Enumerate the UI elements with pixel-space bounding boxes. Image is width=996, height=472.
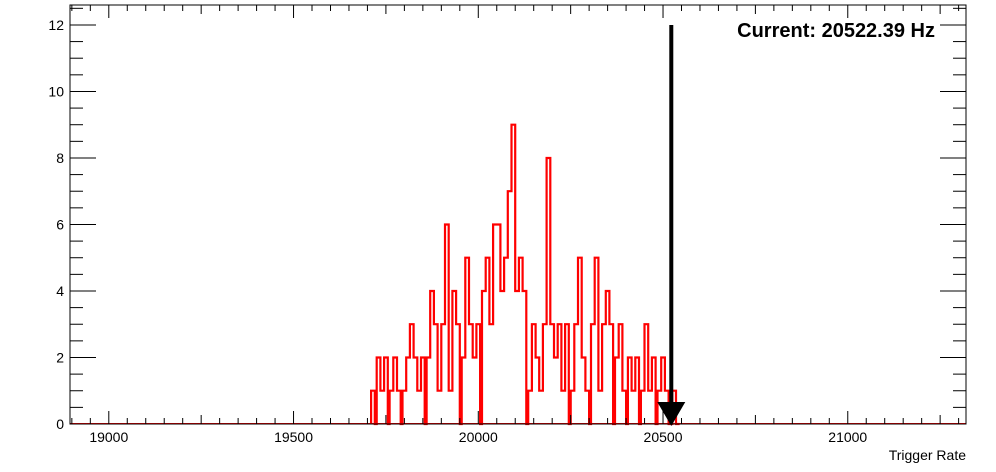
x-tick-label: 19500 (274, 429, 313, 445)
current-rate-label: Current: 20522.39 Hz (737, 20, 935, 42)
x-axis: 19000 19500 20000 20500 21000 (71, 5, 960, 445)
y-tick-label: 8 (56, 150, 64, 166)
y-tick-label: 4 (56, 283, 64, 299)
y-tick-label: 0 (56, 416, 64, 432)
y-tick-label: 2 (56, 349, 64, 365)
x-tick-label: 19000 (89, 429, 128, 445)
x-tick-label: 20000 (459, 429, 498, 445)
y-tick-label: 10 (48, 83, 64, 99)
plot-frame (69, 4, 967, 425)
y-axis: 0 2 4 6 8 10 12 (48, 7, 966, 432)
marker-arrowhead (657, 402, 686, 426)
current-marker (657, 24, 686, 426)
histogram-outline (370, 123, 680, 426)
y-tick-label: 6 (56, 216, 64, 232)
x-axis-title: Trigger Rate (889, 447, 967, 463)
x-tick-label: 20500 (644, 429, 683, 445)
y-tick-label: 12 (48, 17, 64, 33)
x-tick-label: 21000 (828, 429, 867, 445)
